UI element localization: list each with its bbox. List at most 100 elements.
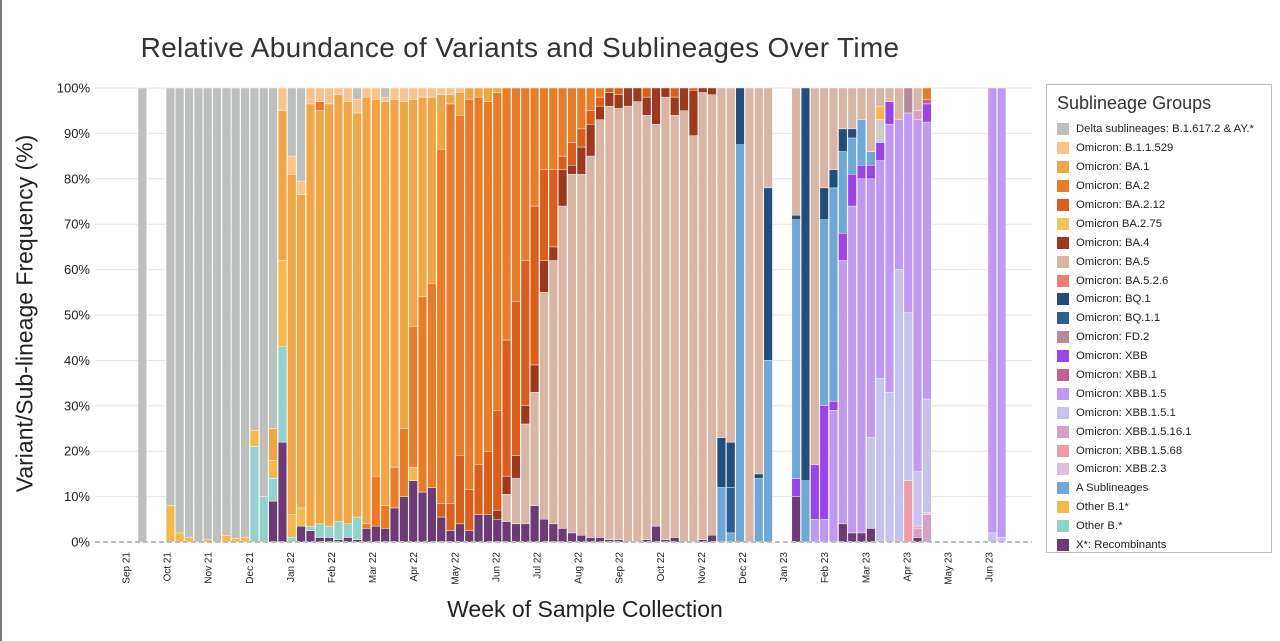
bar-week <box>838 87 848 543</box>
y-tick-label: 40% <box>64 353 90 368</box>
bar-segment <box>249 446 259 543</box>
bar-segment <box>810 464 820 520</box>
bar-segment <box>436 149 446 504</box>
bar-week <box>894 87 904 543</box>
bar-segment <box>586 155 596 538</box>
bar-segment <box>408 480 418 543</box>
bar-segment <box>305 103 315 527</box>
bar-segment <box>614 108 624 540</box>
bar-segment <box>352 516 362 540</box>
bar-segment <box>847 532 857 543</box>
bar-segment <box>446 530 456 543</box>
legend-swatch <box>1057 387 1069 400</box>
bar-segment <box>446 94 456 105</box>
bar-segment <box>333 521 343 540</box>
bar-segment <box>576 87 586 130</box>
bar-week <box>446 87 456 543</box>
bar-week <box>791 87 801 543</box>
bar-segment <box>922 514 932 543</box>
bar-segment <box>875 87 885 107</box>
bar-segment <box>175 532 185 543</box>
x-axis-title: Week of Sample Collection <box>447 596 723 622</box>
bar-segment <box>894 87 904 120</box>
bar-segment <box>716 87 726 438</box>
bar-segment <box>576 534 586 543</box>
bar-week <box>408 87 418 543</box>
legend-label: A Sublineages <box>1076 482 1149 495</box>
bar-segment <box>586 110 596 125</box>
legend-item: Omicron: BA.2 <box>1057 177 1271 196</box>
y-tick-label: 100% <box>57 81 91 96</box>
legend-swatch <box>1057 142 1069 155</box>
bar-segment <box>810 519 820 543</box>
bar-week <box>567 87 577 543</box>
bar-segment <box>371 475 381 527</box>
legend-item: Omicron: B.1.1.529 <box>1057 139 1271 158</box>
legend-swatch <box>1057 444 1069 457</box>
bar-segment <box>380 87 390 98</box>
bar-segment <box>418 491 428 543</box>
bar-segment <box>249 87 259 431</box>
bar-segment <box>922 512 932 515</box>
bar-segment <box>791 214 801 220</box>
bar-segment <box>754 87 764 475</box>
legend-label: Omicron: XBB.1 <box>1076 369 1157 382</box>
bar-segment <box>866 87 876 152</box>
bar-week <box>903 87 913 543</box>
bar-segment <box>987 87 997 534</box>
bar-segment <box>483 87 493 102</box>
bar-segment <box>492 87 502 93</box>
bar-segment <box>399 87 409 102</box>
bar-segment <box>315 101 325 111</box>
legend-item: Omicron: XBB.1.5.16.1 <box>1057 422 1271 441</box>
bar-segment <box>847 205 857 534</box>
bar-segment <box>511 87 521 302</box>
x-tick-label: Dec 22 <box>738 552 749 584</box>
bar-segment <box>744 87 754 543</box>
bar-segment <box>558 205 568 529</box>
bar-segment <box>193 87 203 543</box>
bar-segment <box>427 96 437 284</box>
legend-swatch <box>1057 255 1069 268</box>
bar-segment <box>511 523 521 543</box>
bar-segment <box>530 364 540 393</box>
legend: Sublineage Groups Delta sublineages: B.1… <box>1046 84 1272 553</box>
bar-segment <box>408 466 418 481</box>
bar-segment <box>399 428 409 497</box>
bar-week <box>371 87 381 543</box>
bar-week <box>221 87 231 543</box>
legend-label: Omicron: BA.2.12 <box>1076 199 1166 211</box>
legend-swatch <box>1057 539 1069 552</box>
legend-swatch <box>1057 331 1069 344</box>
bar-segment <box>455 115 465 456</box>
bar-segment <box>446 103 456 504</box>
bar-segment <box>483 101 493 452</box>
bar-segment <box>763 87 773 189</box>
bar-segment <box>567 87 577 143</box>
bar-segment <box>558 169 568 207</box>
bar-segment <box>408 87 418 100</box>
bar-segment <box>371 525 381 543</box>
bar-segment <box>847 128 857 139</box>
bar-segment <box>203 87 213 540</box>
legend-item: Omicron: BA.1 <box>1057 158 1271 177</box>
x-tick-label: Jan 22 <box>286 552 297 582</box>
bar-segment <box>343 101 353 525</box>
bar-segment <box>231 87 241 539</box>
bar-segment <box>642 115 652 540</box>
bar-segment <box>259 87 269 497</box>
bar-week <box>418 87 428 543</box>
bar-segment <box>371 87 381 100</box>
bar-segment <box>165 87 175 506</box>
bar-week <box>259 87 269 543</box>
bar-segment <box>520 405 530 425</box>
bar-segment <box>333 94 343 522</box>
bar-segment <box>829 87 839 170</box>
bar-week <box>296 87 306 543</box>
bar-segment <box>530 205 540 366</box>
bar-segment <box>829 169 839 189</box>
bar-segment <box>567 174 577 534</box>
bar-segment <box>838 233 848 261</box>
bar-segment <box>315 523 325 538</box>
bar-segment <box>511 455 521 479</box>
